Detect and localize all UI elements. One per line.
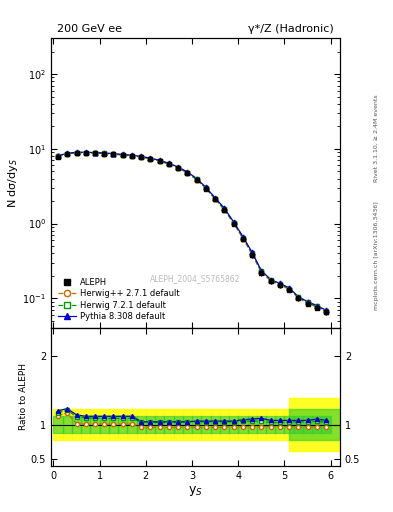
- Y-axis label: N dσ/dy$_S$: N dσ/dy$_S$: [6, 158, 20, 208]
- Bar: [257, 410, 266, 440]
- Bar: [62, 410, 72, 440]
- Bar: [81, 416, 90, 433]
- Bar: [192, 416, 201, 433]
- Bar: [238, 416, 248, 433]
- Bar: [127, 416, 137, 433]
- Bar: [90, 416, 99, 433]
- Text: ALEPH_2004_S5765862: ALEPH_2004_S5765862: [151, 274, 241, 283]
- Bar: [109, 410, 118, 440]
- Bar: [192, 410, 201, 440]
- Bar: [99, 416, 109, 433]
- Bar: [248, 416, 257, 433]
- Bar: [146, 410, 155, 440]
- Text: mcplots.cern.ch [arXiv:1306.3436]: mcplots.cern.ch [arXiv:1306.3436]: [374, 202, 379, 310]
- Bar: [53, 416, 62, 433]
- Bar: [248, 410, 257, 440]
- Bar: [137, 410, 146, 440]
- Bar: [174, 410, 183, 440]
- Text: γ*/Z (Hadronic): γ*/Z (Hadronic): [248, 24, 334, 34]
- Bar: [294, 410, 303, 440]
- Bar: [294, 416, 303, 433]
- Bar: [303, 410, 312, 440]
- Bar: [118, 410, 127, 440]
- Bar: [164, 410, 174, 440]
- Bar: [238, 410, 248, 440]
- Bar: [72, 416, 81, 433]
- Text: Rivet 3.1.10, ≥ 2.4M events: Rivet 3.1.10, ≥ 2.4M events: [374, 94, 379, 182]
- Bar: [321, 416, 331, 433]
- Bar: [183, 410, 192, 440]
- Bar: [137, 416, 146, 433]
- Bar: [127, 410, 137, 440]
- Bar: [266, 416, 275, 433]
- Bar: [289, 410, 340, 440]
- Y-axis label: Ratio to ALEPH: Ratio to ALEPH: [19, 364, 28, 431]
- Bar: [312, 416, 321, 433]
- Bar: [285, 416, 294, 433]
- Bar: [99, 410, 109, 440]
- Bar: [201, 416, 211, 433]
- Bar: [109, 416, 118, 433]
- Bar: [289, 398, 340, 451]
- Bar: [72, 410, 81, 440]
- Bar: [211, 410, 220, 440]
- Text: 200 GeV ee: 200 GeV ee: [57, 24, 122, 34]
- Bar: [220, 416, 229, 433]
- Bar: [312, 410, 321, 440]
- X-axis label: y$_S$: y$_S$: [188, 483, 203, 498]
- Bar: [53, 410, 62, 440]
- Bar: [211, 416, 220, 433]
- Bar: [81, 410, 90, 440]
- Bar: [62, 416, 72, 433]
- Bar: [174, 416, 183, 433]
- Bar: [303, 416, 312, 433]
- Bar: [155, 410, 164, 440]
- Bar: [229, 416, 238, 433]
- Bar: [155, 416, 164, 433]
- Legend: ALEPH, Herwig++ 2.7.1 default, Herwig 7.2.1 default, Pythia 8.308 default: ALEPH, Herwig++ 2.7.1 default, Herwig 7.…: [55, 275, 182, 324]
- Bar: [201, 410, 211, 440]
- Bar: [146, 416, 155, 433]
- Bar: [266, 410, 275, 440]
- Bar: [183, 416, 192, 433]
- Bar: [275, 410, 285, 440]
- Bar: [164, 416, 174, 433]
- Bar: [285, 410, 294, 440]
- Bar: [118, 416, 127, 433]
- Bar: [257, 416, 266, 433]
- Bar: [321, 410, 331, 440]
- Bar: [220, 410, 229, 440]
- Bar: [229, 410, 238, 440]
- Bar: [90, 410, 99, 440]
- Bar: [275, 416, 285, 433]
